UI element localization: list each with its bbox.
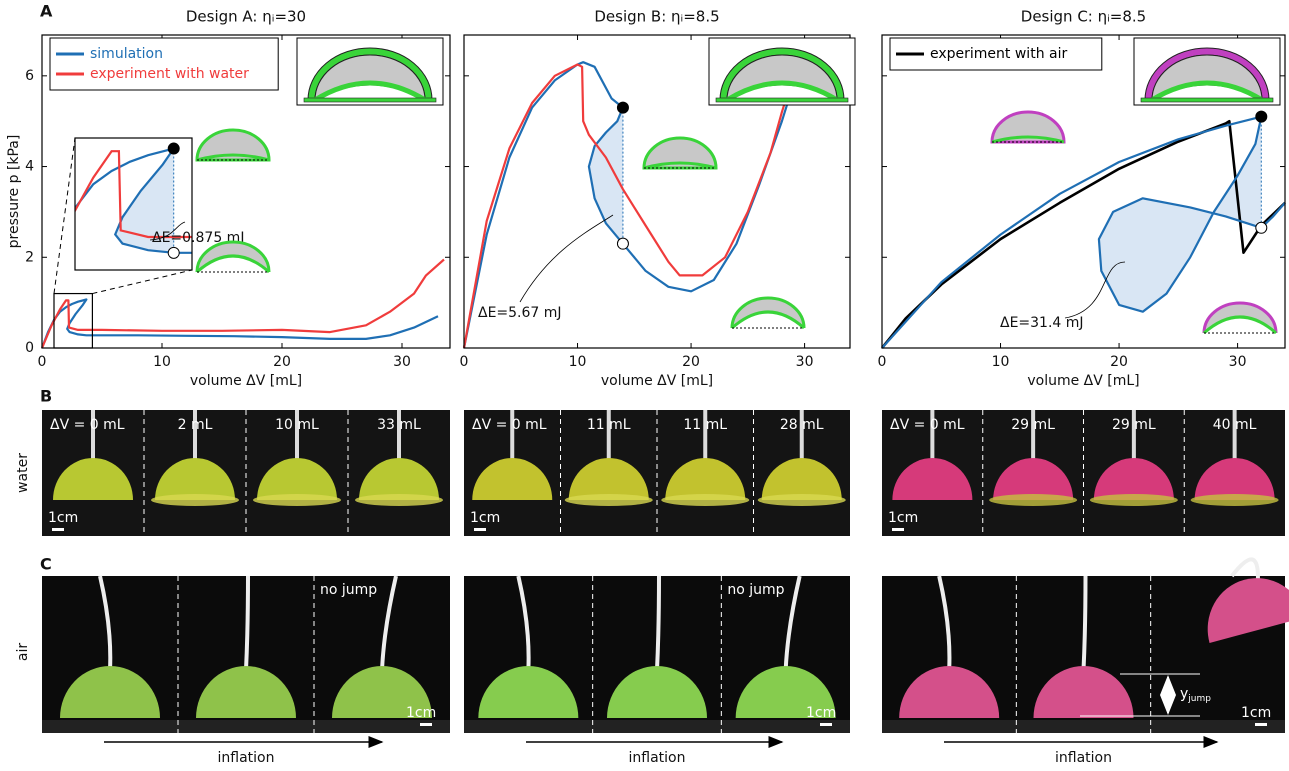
arrow-label: inflation: [218, 750, 275, 766]
balloon-rim: [661, 494, 749, 506]
chart-title: Design A: ηᵢ=30: [186, 8, 306, 26]
arrow-label: inflation: [1055, 750, 1112, 766]
energy-label: ΔE=5.67 mJ: [478, 305, 562, 321]
jump-label-base: y: [1180, 686, 1188, 702]
photo-label: 40 mL: [1213, 417, 1257, 433]
unstable-start: [617, 102, 628, 113]
scale-bar: [892, 528, 904, 531]
panel-label: C: [40, 555, 52, 574]
legend-box: [50, 38, 278, 90]
x-tick-label: 20: [1110, 354, 1128, 370]
note-label: no jump: [727, 582, 784, 598]
table: [42, 720, 450, 733]
arrow-label: inflation: [629, 750, 686, 766]
scale-bar: [52, 528, 64, 531]
x-tick-label: 20: [682, 354, 700, 370]
table: [882, 720, 1285, 733]
unstable-end: [617, 238, 628, 249]
scale-label: 1cm: [806, 705, 836, 721]
x-axis-label: volume ΔV [mL]: [1027, 373, 1139, 389]
x-tick-label: 0: [460, 354, 469, 370]
x-tick-label: 30: [796, 354, 814, 370]
scale-label: 1cm: [470, 510, 500, 526]
chart-title: Design C: ηᵢ=8.5: [1021, 8, 1146, 26]
unstable-end: [1256, 222, 1267, 233]
scale-label: 1cm: [406, 705, 436, 721]
balloon-rim: [253, 494, 341, 506]
figure: A B C water air Design A: ηᵢ=30 volume ΔV…: [0, 0, 1289, 767]
jump-label-sub: jump: [1187, 694, 1211, 704]
y-tick-label: 0: [25, 340, 34, 356]
unstable-end: [168, 247, 179, 258]
x-tick-label: 10: [153, 354, 171, 370]
x-tick-label: 30: [393, 354, 411, 370]
legend-label: experiment with water: [90, 66, 249, 82]
tube: [657, 576, 659, 670]
energy-label: ΔE=31.4 mJ: [1000, 315, 1084, 331]
series-line: [42, 300, 438, 349]
photo-label: ΔV = 0 mL: [890, 417, 965, 433]
balloon-rim: [565, 494, 653, 506]
unstable-start: [1256, 111, 1267, 122]
x-tick-label: 0: [38, 354, 47, 370]
panel-label: B: [40, 387, 52, 406]
legend-label: simulation: [90, 46, 163, 62]
scale-label: 1cm: [48, 510, 78, 526]
note-label: no jump: [320, 582, 377, 598]
tube: [246, 576, 248, 670]
zoom-connector: [92, 270, 192, 294]
leader: [520, 215, 613, 302]
unstable-start: [168, 143, 179, 154]
dome-foot: [304, 98, 436, 102]
photo-label: 10 mL: [275, 417, 319, 433]
x-axis-label: volume ΔV [mL]: [190, 373, 302, 389]
table: [464, 720, 850, 733]
legend-label: experiment with air: [930, 46, 1067, 62]
balloon-rim: [758, 494, 846, 506]
scale-label: 1cm: [1241, 705, 1271, 721]
x-tick-label: 30: [1229, 354, 1247, 370]
photo-label: 33 mL: [377, 417, 421, 433]
balloon-rim: [1090, 494, 1178, 506]
photo-label: ΔV = 0 mL: [50, 417, 125, 433]
scale-bar: [420, 723, 432, 726]
balloon-rim: [355, 494, 443, 506]
zoom-box: [54, 294, 92, 348]
y-tick-label: 6: [25, 68, 34, 84]
balloon-rim: [151, 494, 239, 506]
photo-label: 29 mL: [1112, 417, 1156, 433]
scale-bar: [1255, 723, 1267, 726]
balloon-rim: [1191, 494, 1279, 506]
tube: [1084, 576, 1086, 670]
panel-label: A: [40, 2, 53, 21]
x-tick-label: 10: [992, 354, 1010, 370]
row-label: air: [15, 643, 31, 661]
x-tick-label: 20: [273, 354, 291, 370]
scale-bar: [820, 723, 832, 726]
chart-title: Design B: ηᵢ=8.5: [594, 8, 719, 26]
zoom-connector: [54, 138, 75, 294]
row-label: water: [15, 453, 31, 493]
photo-label: 28 mL: [780, 417, 824, 433]
scale-bar: [474, 528, 486, 531]
energy-area: [1099, 117, 1261, 312]
dome-foot: [1141, 98, 1273, 102]
photo-label: 2 mL: [178, 417, 213, 433]
photo-label: ΔV = 0 mL: [472, 417, 547, 433]
x-axis-label: volume ΔV [mL]: [601, 373, 713, 389]
scale-label: 1cm: [888, 510, 918, 526]
dome-foot: [716, 98, 848, 102]
balloon-rim: [989, 494, 1077, 506]
photo-label: 29 mL: [1011, 417, 1055, 433]
photo-label: 11 mL: [587, 417, 631, 433]
x-tick-label: 10: [569, 354, 587, 370]
photo-label: 11 mL: [683, 417, 727, 433]
y-tick-label: 4: [25, 159, 34, 175]
y-tick-label: 2: [25, 249, 34, 265]
x-tick-label: 0: [878, 354, 887, 370]
y-axis-label: pressure p [kPa]: [6, 135, 22, 249]
